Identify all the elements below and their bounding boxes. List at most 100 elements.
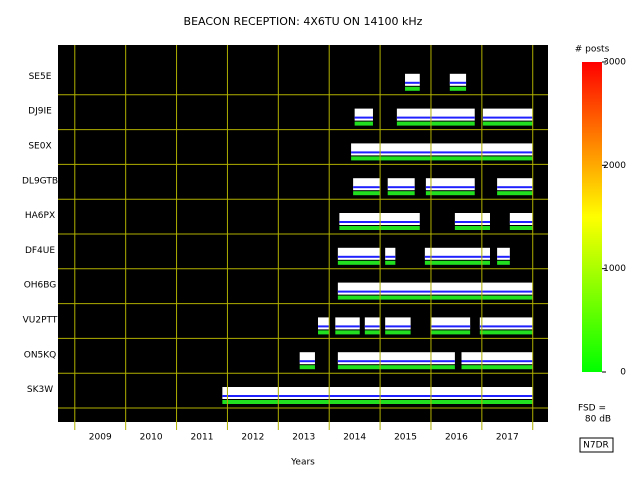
fsd-value: 80 dB	[585, 415, 611, 425]
reception-count	[449, 86, 467, 91]
reception-span	[385, 317, 411, 335]
reception-level	[385, 247, 396, 260]
reception-level	[354, 108, 373, 121]
x-tick-label: 2011	[191, 433, 214, 443]
reception-count	[354, 121, 373, 126]
x-tick-label: 2012	[241, 433, 264, 443]
station-label: HA6PX	[25, 211, 55, 221]
reception-span	[222, 387, 533, 404]
reception-median	[387, 186, 415, 189]
reception-median	[479, 325, 533, 328]
reception-level	[430, 317, 471, 330]
reception-count	[497, 191, 533, 196]
reception-span	[337, 352, 455, 370]
station-label: DF4UE	[25, 246, 55, 256]
reception-level	[405, 73, 420, 86]
colorbar-label: # posts	[575, 45, 610, 55]
reception-count	[454, 226, 490, 230]
reception-count	[479, 330, 533, 335]
station-label: SE0X	[28, 142, 51, 152]
reception-median	[353, 186, 381, 189]
reception-level	[222, 387, 533, 399]
reception-span	[385, 247, 396, 265]
reception-count	[425, 191, 475, 196]
reception-count	[337, 260, 381, 265]
reception-median	[339, 221, 420, 223]
reception-span	[449, 73, 467, 91]
reception-median	[405, 81, 420, 84]
reception-level	[396, 108, 475, 121]
reception-level	[497, 178, 533, 191]
station-label: ON5KQ	[24, 350, 57, 360]
reception-median	[385, 325, 411, 328]
reception-span	[497, 178, 533, 196]
reception-level	[353, 178, 381, 191]
reception-median	[396, 116, 475, 119]
reception-span	[509, 213, 533, 230]
reception-median	[337, 255, 381, 258]
reception-span	[497, 247, 510, 265]
reception-median	[430, 325, 471, 328]
reception-median	[424, 255, 490, 258]
callsign: N7DR	[583, 441, 609, 451]
reception-span	[405, 73, 420, 91]
reception-count	[222, 400, 533, 404]
station-label: OH6BG	[24, 281, 57, 291]
reception-median	[497, 186, 533, 189]
x-tick-label: 2010	[140, 433, 163, 443]
reception-level	[497, 247, 510, 260]
reception-median	[354, 116, 373, 119]
reception-level	[299, 352, 315, 365]
reception-count	[337, 295, 533, 300]
reception-count	[461, 365, 533, 370]
reception-level	[318, 317, 330, 330]
reception-level	[351, 143, 533, 156]
reception-median	[299, 360, 315, 363]
reception-count	[497, 260, 510, 265]
chart-title: BEACON RECEPTION: 4X6TU ON 14100 kHz	[184, 15, 423, 28]
reception-level	[482, 108, 533, 121]
reception-median	[385, 255, 396, 258]
reception-span	[339, 213, 420, 230]
reception-level	[335, 317, 360, 330]
reception-level	[337, 282, 533, 295]
reception-count	[396, 121, 475, 126]
reception-level	[385, 317, 411, 330]
reception-count	[364, 330, 381, 335]
reception-span	[337, 282, 533, 300]
reception-span	[335, 317, 360, 335]
reception-level	[337, 247, 381, 260]
reception-count	[385, 330, 411, 335]
x-tick-label: 2017	[496, 433, 519, 443]
x-tick-label: 2009	[89, 433, 112, 443]
reception-count	[387, 191, 415, 196]
x-tick-label: 2016	[445, 433, 468, 443]
reception-count	[337, 365, 455, 370]
station-label: SK3W	[27, 385, 53, 395]
reception-level	[387, 178, 415, 191]
reception-span	[387, 178, 415, 196]
reception-level	[449, 73, 467, 86]
station-label: DJ9IE	[28, 107, 52, 117]
reception-median	[482, 116, 533, 119]
reception-median	[351, 151, 533, 154]
reception-count	[351, 156, 533, 161]
callsign-box	[579, 437, 614, 453]
reception-median	[335, 325, 360, 328]
x-tick-label: 2015	[394, 433, 417, 443]
reception-count	[353, 191, 381, 196]
reception-count	[509, 226, 533, 230]
fsd-label: FSD =	[578, 404, 606, 414]
reception-median	[497, 255, 510, 258]
reception-median	[461, 360, 533, 363]
reception-span	[479, 317, 533, 335]
reception-count	[405, 86, 420, 91]
reception-median	[337, 290, 533, 293]
reception-median	[222, 395, 533, 397]
reception-span	[364, 317, 381, 335]
colorbar-tick-label: 0	[620, 368, 626, 378]
reception-span	[454, 213, 490, 230]
reception-median	[364, 325, 381, 328]
reception-level	[461, 352, 533, 365]
